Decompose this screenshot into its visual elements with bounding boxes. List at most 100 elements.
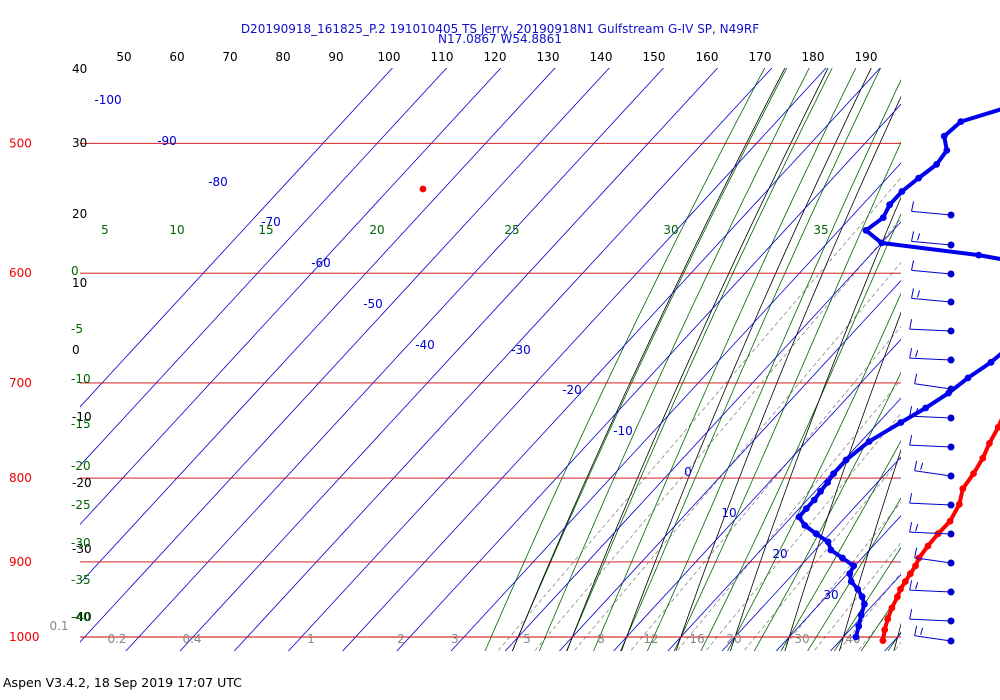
temperature-point: [894, 593, 901, 601]
moist-adiabat-label: -30: [71, 536, 91, 550]
isotherm-line: [558, 280, 901, 651]
temperature-point: [881, 626, 889, 634]
wind-barb-feather: [911, 201, 915, 212]
moist-adiabat-label: -20: [71, 459, 91, 473]
isotherm-line: [667, 397, 901, 651]
pressure-label: 900: [9, 555, 32, 569]
pressure-label: 600: [9, 266, 32, 280]
wind-barb-feather: [917, 290, 921, 298]
dewpoint-point: [854, 585, 862, 593]
wind-barb-staff: [909, 618, 952, 622]
top-temperature-tick: 190: [855, 50, 878, 64]
top-temperature-tick: 80: [275, 50, 290, 64]
isotherm-label: 20: [772, 547, 787, 561]
isotherm-label: -70: [261, 215, 281, 229]
moist-adiabat-label: -15: [71, 417, 91, 431]
moist-adiabat-label: 25: [504, 223, 519, 237]
mixing-ratio-label: 5: [523, 632, 531, 646]
isotherm-label: -90: [157, 134, 177, 148]
dewpoint-point: [897, 419, 905, 426]
wind-barb-staff: [909, 589, 952, 593]
top-temperature-tick: 180: [802, 50, 825, 64]
moist-adiabat-line: [484, 68, 766, 651]
isotherm-line: [450, 162, 901, 651]
dewpoint-point: [858, 593, 866, 601]
wind-barb-staff: [914, 557, 952, 564]
wind-barb-feather: [917, 233, 921, 241]
dry-adiabat-line: [730, 196, 901, 651]
mixing-ratio-line: [676, 379, 901, 651]
dry-adiabat-label: -10: [72, 410, 92, 424]
dewpoint-point: [886, 201, 894, 209]
pressure-label: 800: [9, 471, 32, 485]
temperature-point: [902, 578, 909, 585]
isotherm-label: -40: [415, 338, 435, 352]
wind-barb-staff: [909, 531, 952, 535]
moist-adiabat-line: [922, 0, 1000, 679]
mixing-ratio-line: [837, 572, 901, 651]
wind-barbs: [909, 201, 955, 645]
dry-adiabat-label: 0: [72, 343, 80, 357]
wind-barb-staff: [914, 383, 952, 390]
axis-labels: 1000900800700600500400300200100-11050607…: [9, 50, 878, 646]
temperature-point: [884, 615, 892, 623]
moist-adiabat-line: [700, 212, 901, 651]
dry-adiabat-label: 20: [72, 207, 87, 221]
isotherm-line: [80, 68, 393, 408]
mixing-ratio-label: 0.2: [107, 632, 126, 646]
temperature-point: [955, 500, 963, 508]
top-temperature-tick: 150: [643, 50, 666, 64]
dewpoint-point: [812, 530, 820, 538]
mixing-ratio-line: [629, 325, 901, 651]
wind-barb-feather: [920, 462, 924, 470]
moist-adiabat-label: 5: [101, 223, 109, 237]
isotherm-label: 0: [684, 465, 692, 479]
top-temperature-tick: 90: [328, 50, 343, 64]
moist-adiabat-label: -35: [71, 573, 91, 587]
isotherm-line: [775, 515, 901, 651]
mixing-ratio-line: [904, 0, 1000, 672]
mixing-ratio-label: 2: [397, 632, 405, 646]
wind-barb-feather: [909, 609, 913, 620]
dewpoint-point: [862, 227, 870, 234]
temperature-point: [959, 485, 967, 493]
dewpoint-point: [987, 358, 995, 366]
mixing-ratio-label: 30: [794, 632, 809, 646]
mixing-ratio-line: [705, 412, 901, 651]
mixing-ratio-label: 8: [597, 632, 605, 646]
mixing-ratio-lines: [497, 0, 1000, 672]
dewpoint-point: [940, 132, 948, 140]
isotherm-label: 10: [721, 506, 736, 520]
top-temperature-tick: 140: [590, 50, 613, 64]
mixing-ratio-line: [573, 261, 901, 651]
dewpoint-point: [964, 374, 972, 382]
wind-barb-staff: [914, 635, 952, 642]
wind-barb-feather: [915, 582, 919, 590]
moist-adiabat-line: [620, 68, 881, 651]
dewpoint-point: [857, 611, 865, 619]
isotherm-line: [287, 68, 827, 651]
dewpoint-point: [839, 554, 846, 562]
isotherm-line: [80, 68, 610, 643]
wind-barb-staff: [911, 297, 952, 303]
wind-barb-feather: [909, 348, 913, 359]
top-temperature-tick: 120: [484, 50, 507, 64]
dewpoint-point: [795, 513, 803, 521]
wind-barb-staff: [911, 240, 952, 246]
dewpoint-point: [850, 562, 858, 570]
moist-adiabat-label: 30: [663, 223, 678, 237]
dewpoint-point: [898, 188, 906, 195]
dewpoint-point: [879, 214, 887, 222]
moist-adiabat-label: 0: [71, 264, 79, 278]
wind-barb-feather: [914, 373, 918, 384]
dewpoint-point: [847, 578, 855, 585]
mixing-ratio-line: [497, 177, 901, 651]
dewpoint-point: [855, 622, 863, 630]
dry-adiabats: [512, 68, 901, 651]
wind-barb-feather: [911, 260, 915, 271]
top-temperature-tick: 60: [169, 50, 184, 64]
moist-adiabat-line: [538, 68, 810, 651]
dry-adiabat-label: -20: [72, 476, 92, 490]
moist-adiabat-label: -10: [71, 372, 91, 386]
